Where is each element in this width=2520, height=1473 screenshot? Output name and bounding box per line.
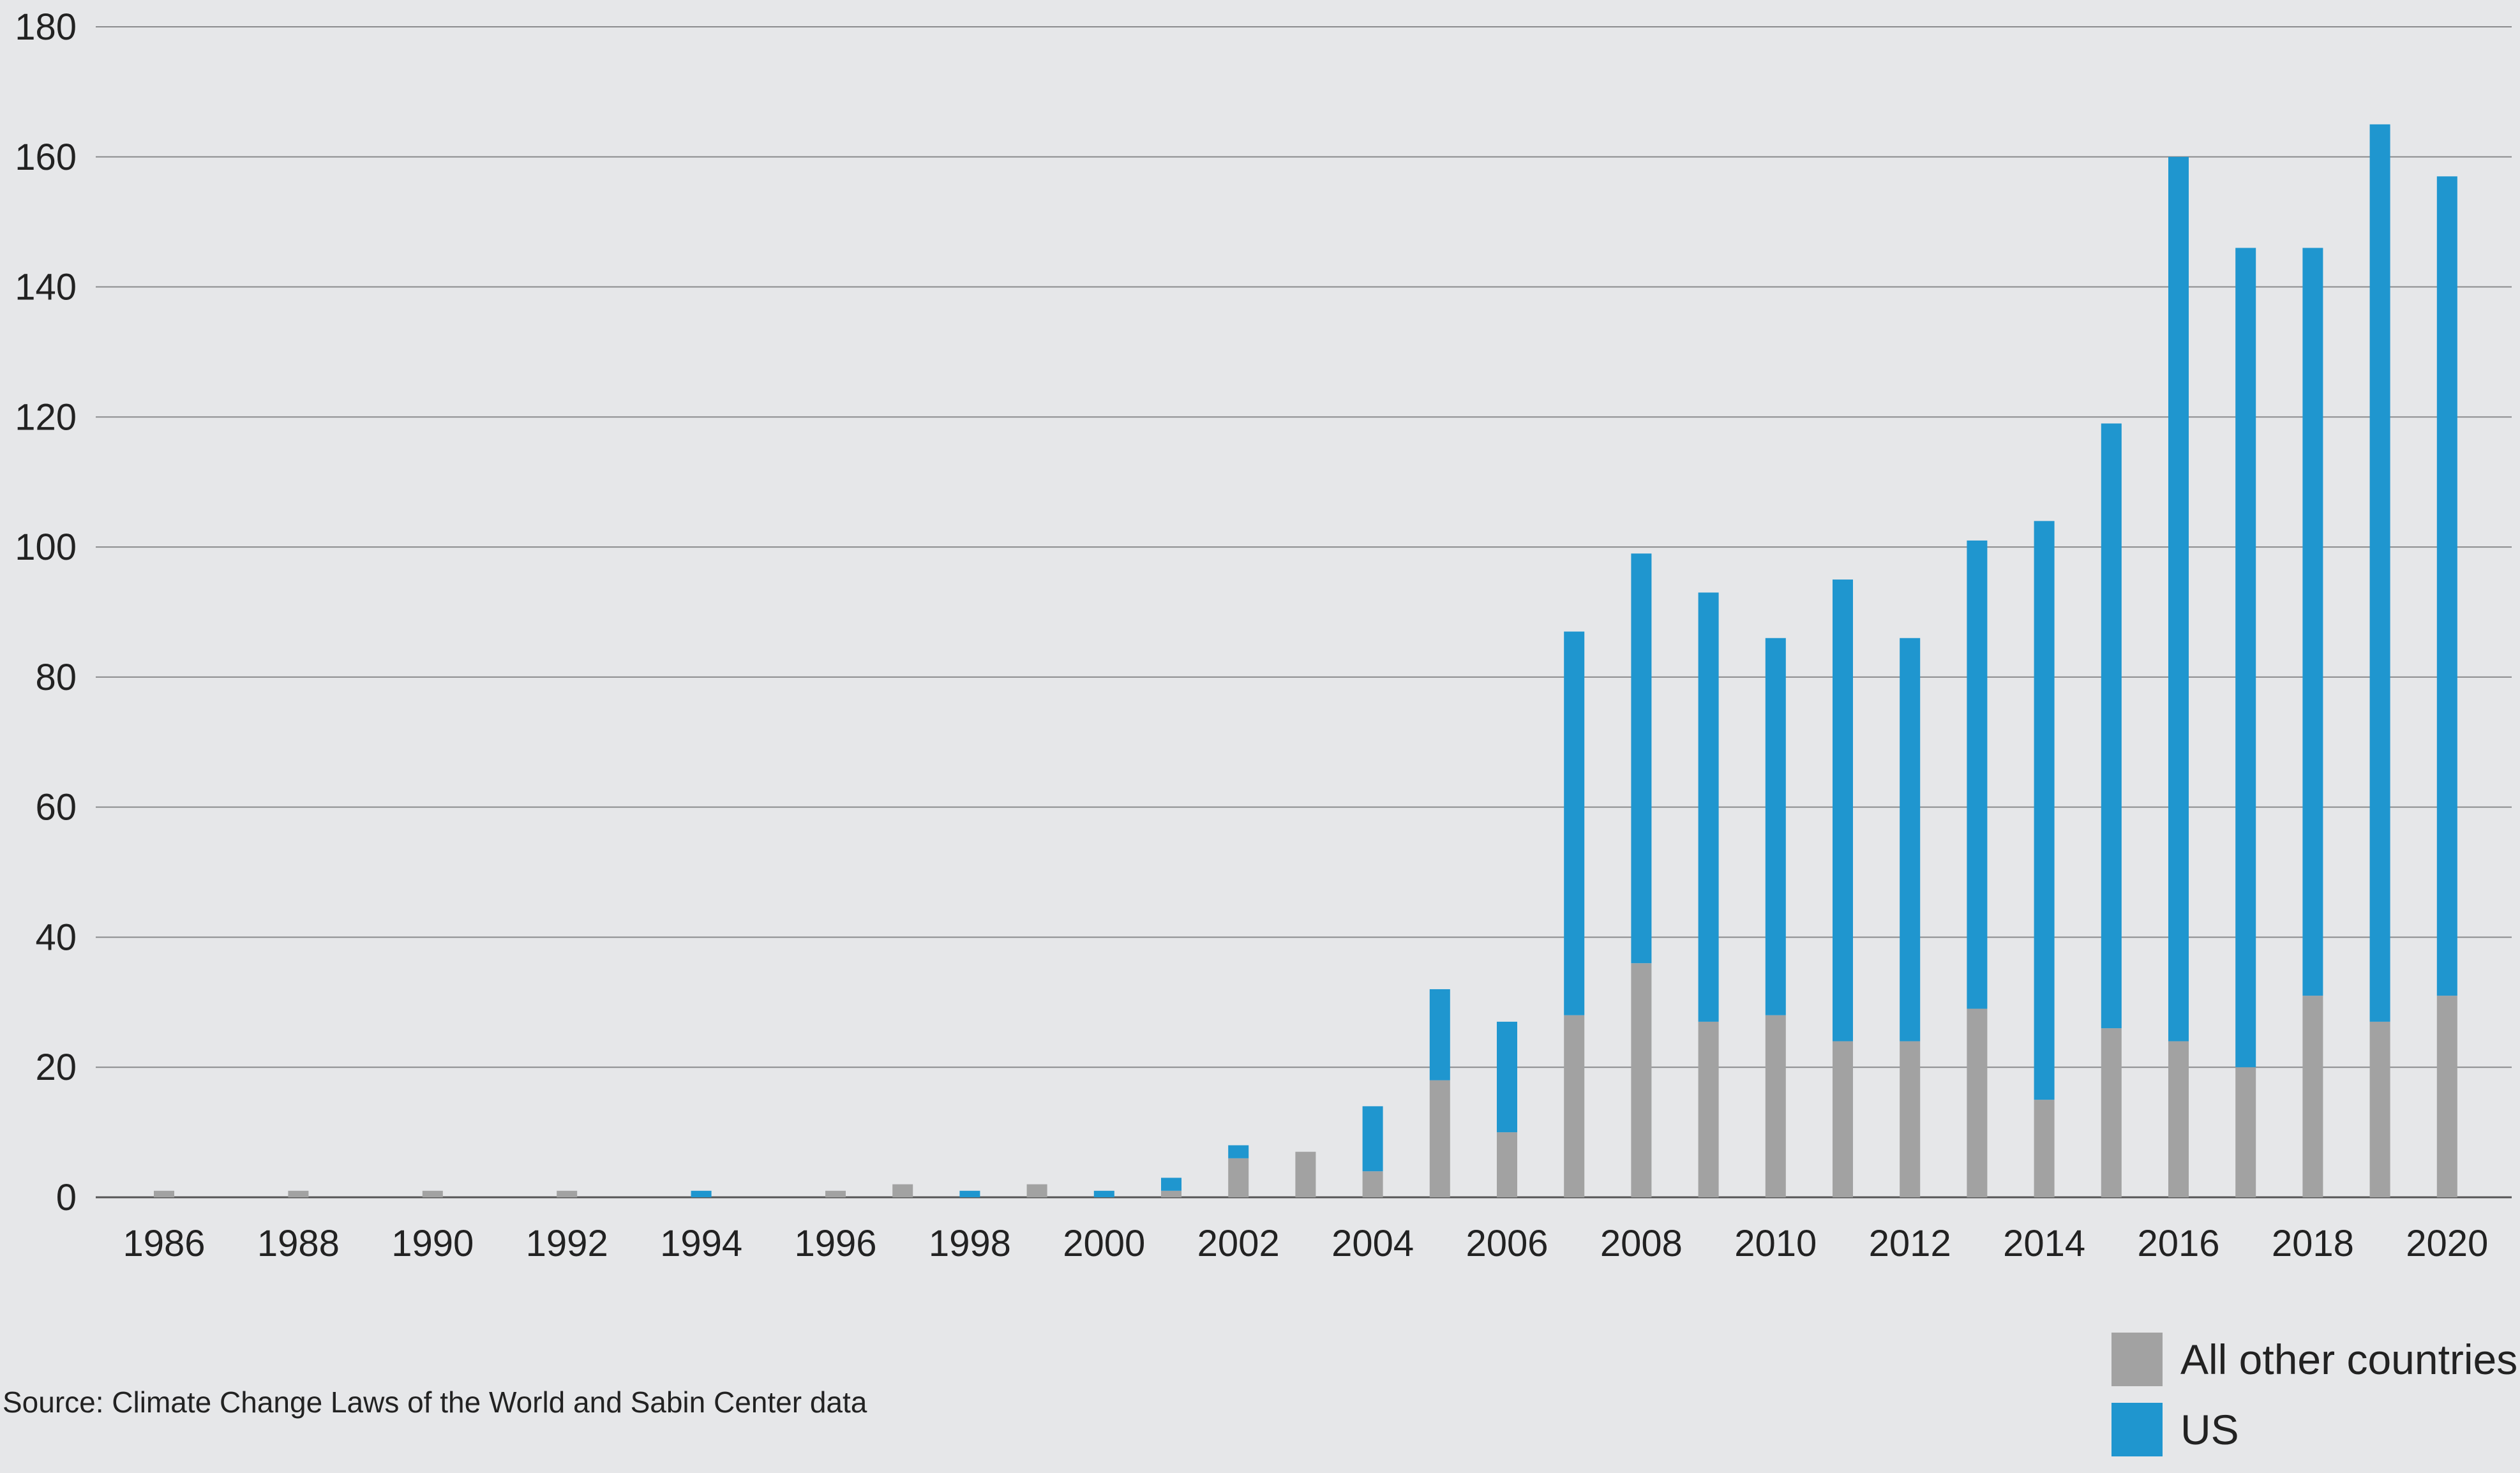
bar-us-2019 xyxy=(2369,124,2390,1022)
legend-swatch-other xyxy=(2111,1333,2163,1386)
y-tick-label: 0 xyxy=(56,1177,77,1218)
bar-us-2018 xyxy=(2302,248,2323,996)
bar-other-2007 xyxy=(1564,1015,1585,1197)
bar-other-1992 xyxy=(557,1190,578,1197)
legend-label-other: All other countries xyxy=(2180,1336,2518,1383)
bar-other-2005 xyxy=(1429,1080,1450,1197)
legend: All other countries US xyxy=(2111,1333,2517,1473)
bar-other-2010 xyxy=(1765,1015,1786,1197)
x-tick-label: 1990 xyxy=(391,1223,474,1264)
bar-other-2013 xyxy=(1967,1008,1988,1197)
x-tick-label: 1988 xyxy=(257,1223,340,1264)
bar-other-2019 xyxy=(2369,1021,2390,1197)
x-tick-label: 1992 xyxy=(526,1223,608,1264)
bar-us-2005 xyxy=(1429,989,1450,1080)
bar-us-1998 xyxy=(959,1190,980,1197)
bar-other-2001 xyxy=(1161,1190,1181,1197)
x-tick-label: 2012 xyxy=(1869,1223,1951,1264)
bars xyxy=(154,124,2457,1197)
bar-other-2015 xyxy=(2101,1028,2122,1197)
bar-other-2014 xyxy=(2034,1100,2055,1197)
bar-other-2008 xyxy=(1631,963,1652,1197)
y-tick-label: 40 xyxy=(35,916,77,958)
y-tick-label: 140 xyxy=(15,267,77,308)
gridlines xyxy=(96,26,2512,1199)
bar-us-2020 xyxy=(2436,176,2457,996)
bar-us-2006 xyxy=(1497,1021,1517,1133)
x-tick-label: 1996 xyxy=(794,1223,876,1264)
x-tick-label: 2010 xyxy=(1734,1223,1817,1264)
y-tick-label: 20 xyxy=(35,1047,77,1088)
x-tick-label: 2020 xyxy=(2406,1223,2488,1264)
bar-us-2002 xyxy=(1228,1145,1249,1158)
y-tick-label: 120 xyxy=(15,396,77,438)
bar-us-2016 xyxy=(2168,156,2189,1042)
source-note: Source: Climate Change Laws of the World… xyxy=(3,1386,867,1419)
bar-other-2002 xyxy=(1228,1158,1249,1197)
x-axis-ticks: 1986 1988 1990 1992 1994 1996 1998 2000 2002 2004… xyxy=(123,1223,2488,1264)
x-tick-label: 2016 xyxy=(2137,1223,2219,1264)
x-tick-label: 1994 xyxy=(660,1223,742,1264)
bar-other-2018 xyxy=(2302,996,2323,1197)
bar-us-2014 xyxy=(2034,521,2055,1100)
legend-label-us: US xyxy=(2180,1406,2239,1453)
bar-other-2012 xyxy=(1900,1041,1921,1197)
bar-other-2017 xyxy=(2235,1067,2256,1197)
bar-us-2009 xyxy=(1698,592,1719,1022)
x-tick-label: 1998 xyxy=(929,1223,1011,1264)
bar-us-2010 xyxy=(1765,638,1786,1015)
x-tick-label: 2018 xyxy=(2272,1223,2354,1264)
x-tick-label: 2014 xyxy=(2003,1223,2085,1264)
y-tick-label: 160 xyxy=(15,137,77,178)
y-axis-ticks: 0 20 40 60 80 100 120 140 160 180 xyxy=(15,6,77,1218)
y-tick-label: 80 xyxy=(35,657,77,698)
legend-swatch-us xyxy=(2111,1403,2163,1456)
bar-us-2017 xyxy=(2235,248,2256,1068)
x-tick-label: 2008 xyxy=(1600,1223,1683,1264)
x-tick-label: 2004 xyxy=(1331,1223,1414,1264)
bar-us-2015 xyxy=(2101,423,2122,1029)
bar-other-1999 xyxy=(1026,1184,1047,1197)
bar-us-2011 xyxy=(1833,579,1853,1042)
bar-us-1994 xyxy=(691,1190,712,1197)
bar-other-1997 xyxy=(892,1184,913,1197)
y-tick-label: 180 xyxy=(15,6,77,48)
bar-us-2008 xyxy=(1631,553,1652,964)
x-tick-label: 2006 xyxy=(1466,1223,1548,1264)
legend-item-us: US xyxy=(2111,1403,2517,1456)
bar-other-1990 xyxy=(422,1190,443,1197)
y-tick-label: 100 xyxy=(15,527,77,568)
bar-other-2020 xyxy=(2436,996,2457,1197)
bar-us-2000 xyxy=(1093,1190,1114,1197)
bar-other-2016 xyxy=(2168,1041,2189,1197)
legend-item-other: All other countries xyxy=(2111,1333,2517,1386)
bar-us-2007 xyxy=(1564,631,1585,1015)
bar-us-2004 xyxy=(1362,1106,1383,1172)
bar-other-2011 xyxy=(1833,1041,1853,1197)
x-tick-label: 2002 xyxy=(1197,1223,1280,1264)
bar-us-2012 xyxy=(1900,638,1921,1042)
bar-other-1986 xyxy=(154,1190,174,1197)
bar-other-1996 xyxy=(825,1190,846,1197)
bar-other-2009 xyxy=(1698,1021,1719,1197)
x-tick-label: 1986 xyxy=(123,1223,205,1264)
bar-other-1988 xyxy=(288,1190,309,1197)
bar-us-2001 xyxy=(1161,1178,1181,1191)
bar-other-2006 xyxy=(1497,1132,1517,1197)
bar-other-2004 xyxy=(1362,1171,1383,1197)
x-tick-label: 2000 xyxy=(1063,1223,1145,1264)
bar-other-2003 xyxy=(1295,1151,1316,1197)
y-tick-label: 60 xyxy=(35,787,77,828)
bar-us-2013 xyxy=(1967,540,1988,1009)
